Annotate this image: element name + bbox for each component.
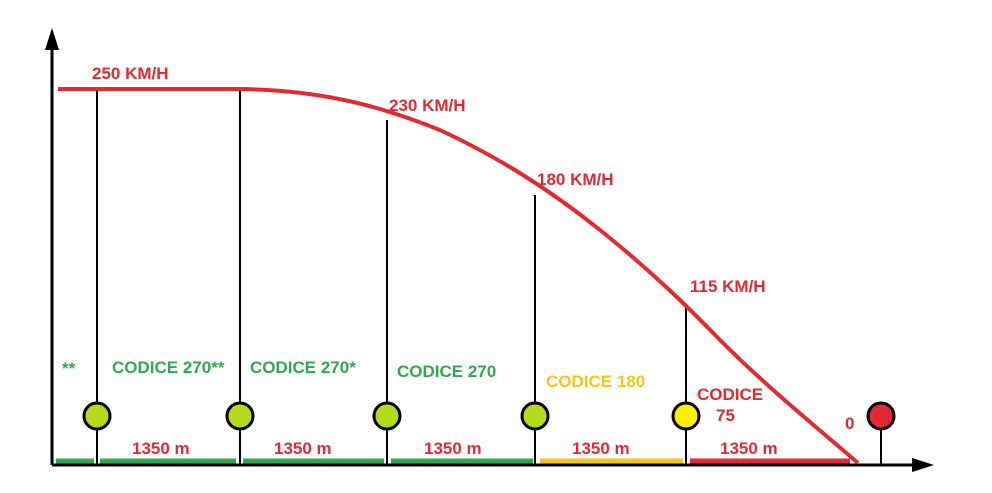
code-label-2: CODICE 270* bbox=[250, 358, 356, 377]
code-label-1: CODICE 270** bbox=[112, 358, 225, 377]
y-axis-arrow bbox=[45, 28, 59, 50]
x-axis-arrow bbox=[912, 458, 934, 472]
code-label-0: ** bbox=[62, 359, 76, 378]
distance-label-1: 1350 m bbox=[132, 439, 190, 458]
distance-label-2: 1350 m bbox=[274, 439, 332, 458]
code-label-5-line2: 75 bbox=[716, 406, 735, 425]
speed-label-180: 180 KM/H bbox=[537, 170, 614, 189]
stop-label: 0 bbox=[845, 414, 854, 433]
signal-green-icon bbox=[520, 401, 550, 431]
speed-label-230: 230 KM/H bbox=[389, 96, 466, 115]
distance-label-5: 1350 m bbox=[720, 439, 778, 458]
code-label-4: CODICE 180 bbox=[546, 372, 645, 391]
code-label-5-line1: CODICE bbox=[697, 385, 763, 404]
signal-green-icon bbox=[372, 401, 402, 431]
signal-green-icon bbox=[225, 401, 255, 431]
signal-green-icon bbox=[82, 401, 112, 431]
distance-label-3: 1350 m bbox=[424, 439, 482, 458]
signal-red-icon bbox=[866, 401, 896, 431]
code-label-3: CODICE 270 bbox=[397, 362, 496, 381]
distance-label-4: 1350 m bbox=[572, 439, 630, 458]
speed-label-115: 115 KM/H bbox=[690, 277, 766, 296]
braking-curve bbox=[58, 87, 860, 465]
speed-label-250: 250 KM/H bbox=[92, 64, 169, 83]
signal-yellow-icon bbox=[671, 401, 701, 431]
